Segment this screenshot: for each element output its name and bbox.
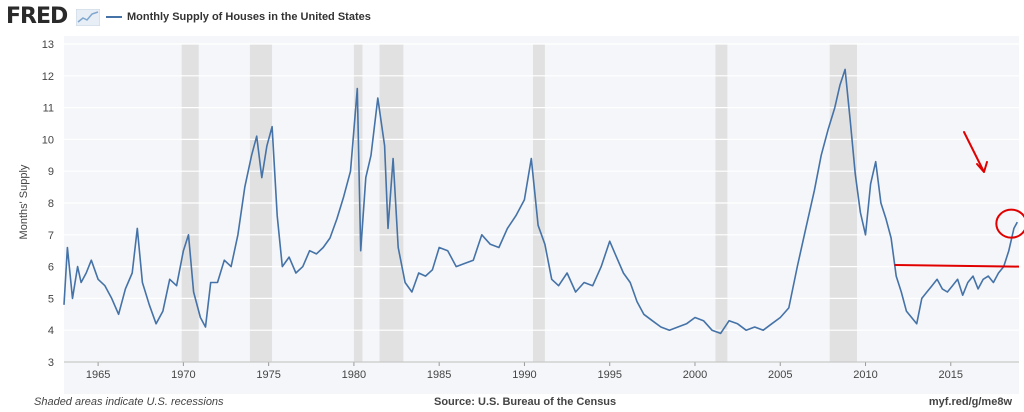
y-axis-label: Months' Supply xyxy=(18,164,30,240)
y-tick-label: 5 xyxy=(48,293,54,305)
y-tick-label: 12 xyxy=(42,71,54,83)
short-url-link[interactable]: myf.red/g/me8w xyxy=(928,396,1012,408)
annotation-red-circle xyxy=(995,208,1024,239)
y-tick-label: 11 xyxy=(43,103,54,115)
x-tick-label: 1975 xyxy=(256,369,280,381)
x-tick-label: 1995 xyxy=(597,369,621,381)
y-tick-label: 6 xyxy=(48,262,54,274)
x-tick-label: 2000 xyxy=(683,369,707,381)
recession-note: Shaded areas indicate U.S. recessions xyxy=(34,396,224,408)
annotation-red-line xyxy=(894,264,1020,268)
legend-swatch xyxy=(106,16,122,19)
series-line xyxy=(63,68,1019,335)
y-tick-label: 13 xyxy=(42,39,54,51)
y-tick-label: 9 xyxy=(48,166,54,178)
y-tick-label: 7 xyxy=(48,230,54,242)
x-tick-label: 1990 xyxy=(512,369,536,381)
x-tick-label: 2010 xyxy=(853,369,877,381)
fred-logo-graph-icon xyxy=(76,9,100,26)
y-tick-label: 8 xyxy=(48,198,54,210)
x-tick-label: 2005 xyxy=(768,369,792,381)
annotation-red-arrow xyxy=(963,131,988,173)
y-tick-label: 4 xyxy=(48,325,54,337)
source-label: Source: U.S. Bureau of the Census xyxy=(434,396,617,408)
legend-label: Monthly Supply of Houses in the United S… xyxy=(127,11,371,23)
chart-header: FRED Monthly Supply of Houses in the Uni… xyxy=(0,0,1024,34)
x-tick-label: 1970 xyxy=(171,369,195,381)
x-tick-label: 1965 xyxy=(86,369,110,381)
x-tick-label: 2015 xyxy=(939,369,963,381)
fred-logo[interactable]: FRED xyxy=(6,4,68,29)
y-tick-label: 10 xyxy=(42,134,54,146)
y-tick-label: 3 xyxy=(48,357,54,369)
x-tick-label: 1985 xyxy=(427,369,451,381)
x-tick-label: 1980 xyxy=(342,369,366,381)
chart-legend: Monthly Supply of Houses in the United S… xyxy=(106,11,371,23)
